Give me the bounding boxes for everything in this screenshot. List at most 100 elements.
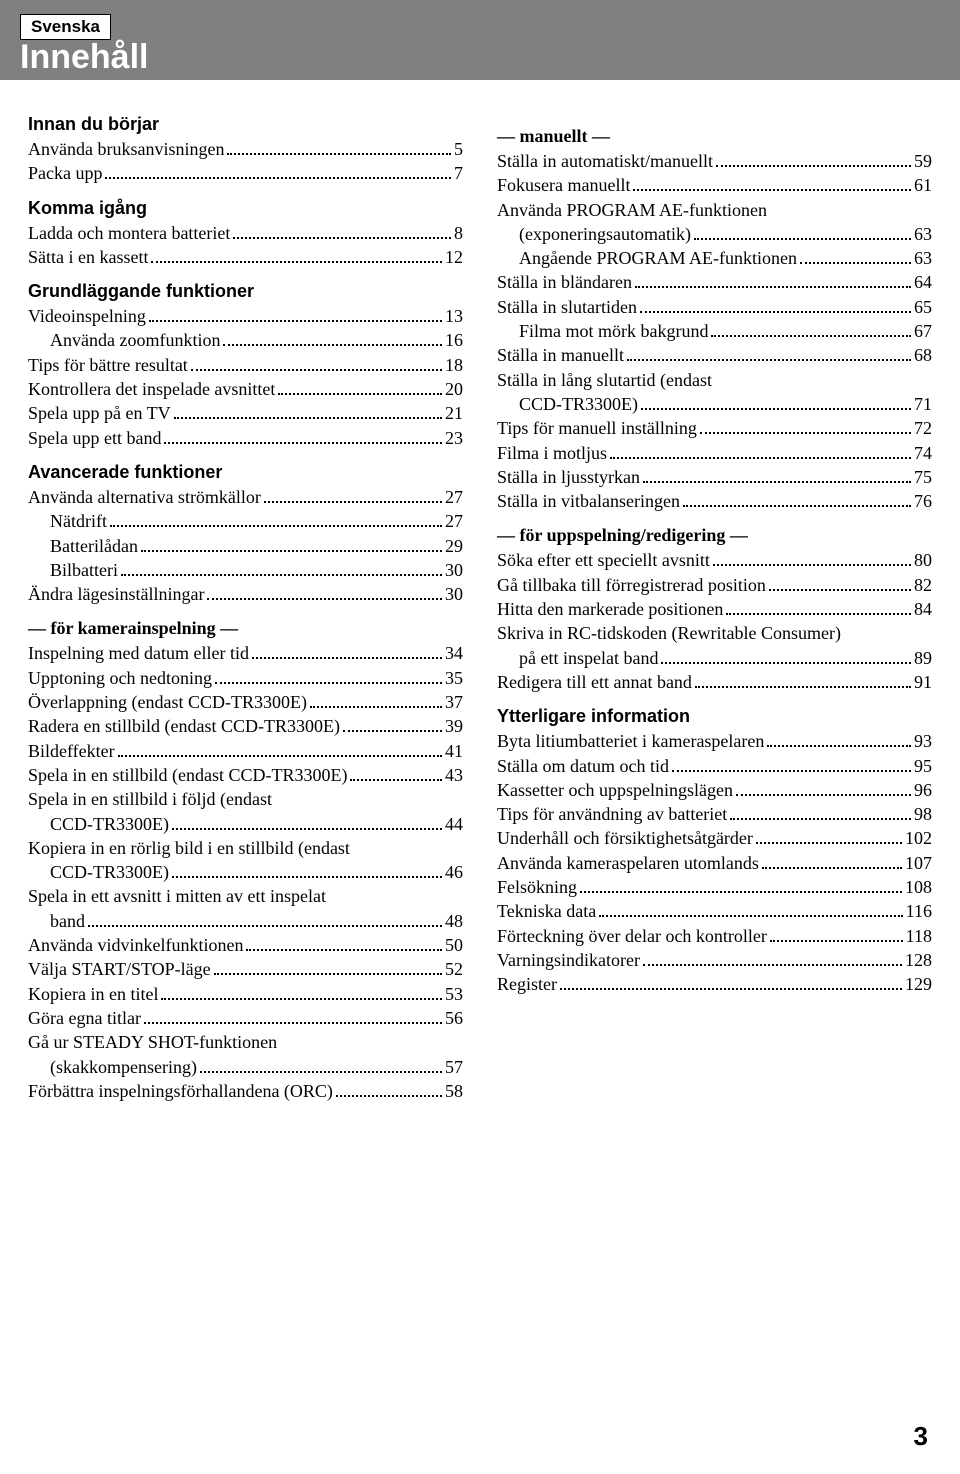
toc-label: Redigera till ett annat band (497, 670, 692, 694)
toc-entry: Angående PROGRAM AE-funktionen63 (497, 246, 932, 270)
toc-label: Ladda och montera batteriet (28, 221, 230, 245)
toc-leader-dots (730, 818, 911, 820)
toc-entry: Sätta i en kassett 12 (28, 245, 463, 269)
toc-label: Byta litiumbatteriet i kameraspelaren (497, 729, 764, 753)
toc-page: 29 (445, 534, 463, 558)
toc-leader-dots (736, 794, 911, 796)
header-bar: Svenska Innehåll (0, 0, 960, 80)
section-heading: Grundläggande funktioner (28, 281, 463, 302)
subsection-heading: — för uppspelning/redigering — (497, 525, 932, 546)
toc-label: Ställa in automatiskt/manuellt (497, 149, 713, 173)
toc-leader-dots (144, 1022, 442, 1024)
toc-page: 52 (445, 957, 463, 981)
toc-page: 72 (914, 416, 932, 440)
toc-label: Filma mot mörk bakgrund (519, 319, 708, 343)
section-heading: Komma igång (28, 198, 463, 219)
toc-entry: Ställa in ljusstyrkan75 (497, 465, 932, 489)
toc-entry: Gå tillbaka till förregistrerad position… (497, 573, 932, 597)
toc-page: 118 (906, 924, 932, 948)
toc-entry: Använda vidvinkelfunktionen50 (28, 933, 463, 957)
toc-label: Varningsindikatorer (497, 948, 640, 972)
toc-label: Ställa in vitbalanseringen (497, 489, 680, 513)
toc-entry: Ställa in slutartiden65 (497, 295, 932, 319)
toc-entry: Varningsindikatorer 128 (497, 948, 932, 972)
toc-label: Ställa in manuellt (497, 343, 624, 367)
toc-leader-dots (252, 657, 442, 659)
toc-leader-dots (264, 501, 442, 503)
toc-leader-dots (769, 589, 911, 591)
toc-leader-dots (627, 359, 911, 361)
toc-page: 63 (914, 246, 932, 270)
toc-label: Upptoning och nedtoning (28, 666, 212, 690)
toc-page: 8 (454, 221, 463, 245)
toc-entry: Förbättra inspelningsförhallandena (ORC)… (28, 1079, 463, 1103)
toc-leader-dots (711, 335, 911, 337)
toc-page: 67 (914, 319, 932, 343)
toc-entry: Kopiera in en titel53 (28, 982, 463, 1006)
toc-entry-continuation: Använda PROGRAM AE-funktionen (497, 198, 932, 222)
toc-leader-dots (694, 238, 911, 240)
toc-leader-dots (580, 891, 902, 893)
toc-leader-dots (672, 770, 911, 772)
toc-page: 84 (914, 597, 932, 621)
toc-page: 43 (445, 763, 463, 787)
toc-page: 68 (914, 343, 932, 367)
toc-entry: Använda zoomfunktion16 (28, 328, 463, 352)
toc-leader-dots (214, 973, 442, 975)
toc-leader-dots (695, 686, 911, 688)
toc-page: 12 (445, 245, 463, 269)
toc-entry: CCD-TR3300E)44 (28, 812, 463, 836)
toc-label: Välja START/STOP-läge (28, 957, 211, 981)
toc-entry-continuation: Gå ur STEADY SHOT-funktionen (28, 1030, 463, 1054)
toc-page: 20 (445, 377, 463, 401)
toc-entry: Överlappning (endast CCD-TR3300E)37 (28, 690, 463, 714)
toc-leader-dots (756, 842, 902, 844)
toc-page: 74 (914, 441, 932, 465)
toc-page: 41 (445, 739, 463, 763)
toc-entry: (exponeringsautomatik)63 (497, 222, 932, 246)
toc-label: CCD-TR3300E) (50, 812, 169, 836)
toc-entry-continuation: Spela in en stillbild i följd (endast (28, 787, 463, 811)
toc-leader-dots (343, 730, 442, 732)
toc-page: 27 (445, 509, 463, 533)
toc-entry: Göra egna titlar56 (28, 1006, 463, 1030)
toc-entry: Spela upp ett band23 (28, 426, 463, 450)
toc-label: Ställa om datum och tid (497, 754, 669, 778)
toc-page: 50 (445, 933, 463, 957)
toc-label: Göra egna titlar (28, 1006, 141, 1030)
toc-leader-dots (767, 745, 911, 747)
toc-leader-dots (770, 940, 903, 942)
toc-entry: Filma i motljus74 (497, 441, 932, 465)
toc-entry: CCD-TR3300E)46 (28, 860, 463, 884)
toc-entry: Filma mot mörk bakgrund 67 (497, 319, 932, 343)
toc-label: Tips för bättre resultat (28, 353, 188, 377)
toc-leader-dots (227, 153, 451, 155)
toc-leader-dots (151, 261, 442, 263)
toc-page: 128 (905, 948, 932, 972)
toc-leader-dots (640, 311, 911, 313)
toc-label: Felsökning (497, 875, 577, 899)
toc-page: 30 (445, 558, 463, 582)
toc-leader-dots (278, 393, 442, 395)
toc-label: Använda alternativa strömkällor (28, 485, 261, 509)
toc-entry-continuation: Skriva in RC-tidskoden (Rewritable Consu… (497, 621, 932, 645)
toc-entry: Ställa in automatiskt/manuellt59 (497, 149, 932, 173)
toc-entry: Videoinspelning13 (28, 304, 463, 328)
toc-entry: Upptoning och nedtoning35 (28, 666, 463, 690)
toc-entry: Tips för användning av batteriet98 (497, 802, 932, 826)
toc-leader-dots (633, 189, 911, 191)
toc-label: Förteckning över delar och kontroller (497, 924, 767, 948)
toc-leader-dots (310, 706, 442, 708)
toc-label: Ställa in bländaren (497, 270, 632, 294)
toc-page: 23 (445, 426, 463, 450)
toc-page: 107 (905, 851, 932, 875)
toc-entry: Ladda och montera batteriet 8 (28, 221, 463, 245)
toc-label: Sätta i en kassett (28, 245, 148, 269)
toc-leader-dots (88, 925, 442, 927)
toc-entry: Packa upp7 (28, 161, 463, 185)
toc-entry: Söka efter ett speciellt avsnitt80 (497, 548, 932, 572)
toc-page: 91 (914, 670, 932, 694)
toc-entry: band48 (28, 909, 463, 933)
toc-entry: Bilbatteri30 (28, 558, 463, 582)
toc-page: 46 (445, 860, 463, 884)
